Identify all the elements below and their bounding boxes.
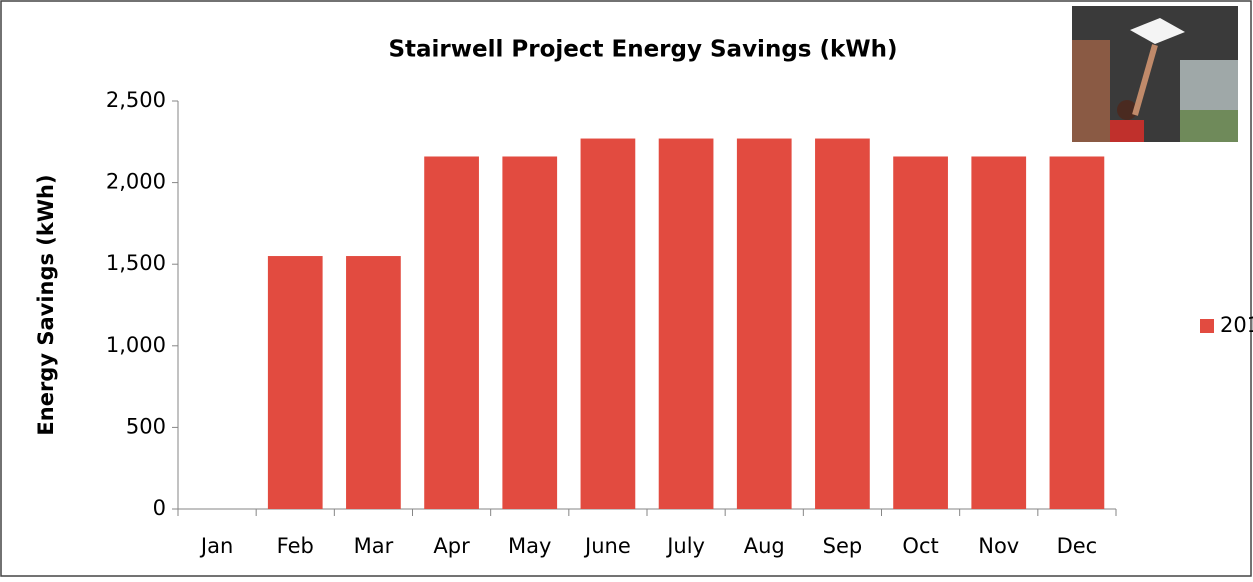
- photo: [1072, 6, 1238, 142]
- bar: [1049, 156, 1105, 509]
- y-tick-label: 1,000: [106, 333, 166, 357]
- bar: [736, 138, 792, 509]
- x-tick-label: Apr: [433, 534, 470, 558]
- bar: [267, 256, 323, 509]
- x-tick-label: June: [583, 534, 631, 558]
- y-axis-label: Energy Savings (kWh): [34, 174, 58, 435]
- bar: [580, 138, 636, 509]
- x-tick-label: July: [665, 534, 705, 558]
- y-tick-label: 500: [126, 414, 166, 438]
- bar: [502, 156, 558, 509]
- y-tick-label: 2,500: [106, 88, 166, 112]
- bar: [893, 156, 948, 509]
- x-tick-label: Aug: [744, 534, 785, 558]
- y-tick-label: 0: [153, 496, 166, 520]
- x-tick-label: May: [508, 534, 551, 558]
- bar: [815, 138, 870, 509]
- legend-label: 2018: [1220, 313, 1253, 337]
- bar: [424, 156, 479, 509]
- x-tick-label: Oct: [902, 534, 938, 558]
- chart-title: Stairwell Project Energy Savings (kWh): [388, 37, 897, 63]
- bar: [971, 156, 1027, 509]
- y-tick-label: 1,500: [106, 251, 166, 275]
- x-tick-label: Nov: [978, 534, 1019, 558]
- bar: [658, 138, 714, 509]
- x-tick-label: Mar: [354, 534, 394, 558]
- x-tick-label: Dec: [1057, 534, 1098, 558]
- bar: [346, 256, 401, 509]
- legend-swatch: [1200, 319, 1214, 333]
- y-tick-label: 2,000: [106, 170, 166, 194]
- x-tick-label: Jan: [199, 534, 233, 558]
- x-tick-label: Sep: [823, 534, 863, 558]
- x-tick-label: Feb: [277, 534, 314, 558]
